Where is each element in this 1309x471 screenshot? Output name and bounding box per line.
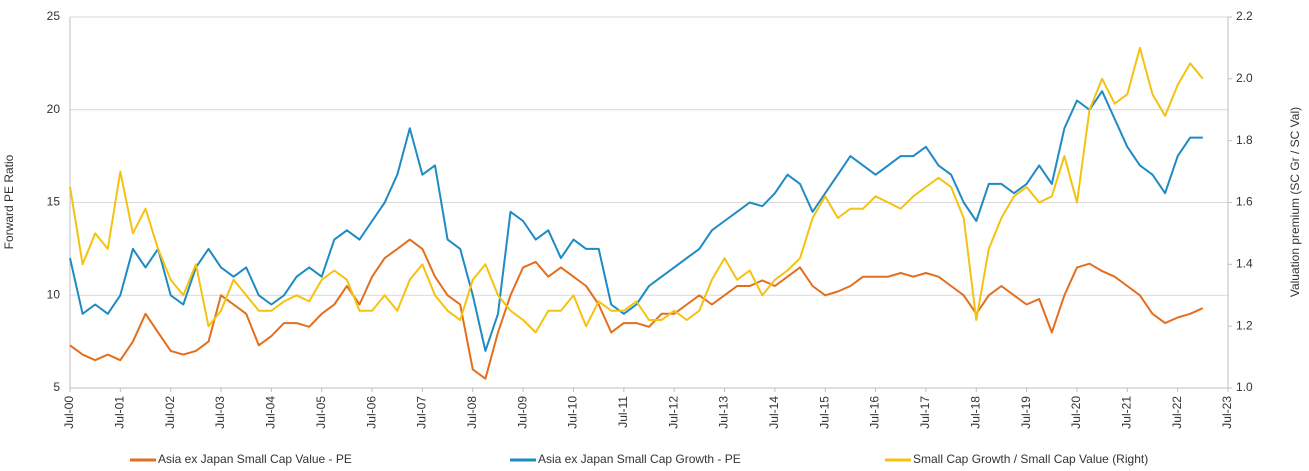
- y-tick-label: 5: [53, 380, 60, 394]
- series-line: [69, 238, 1204, 380]
- x-tick-label: Jul-14: [767, 396, 781, 429]
- y2-tick-label: 1.2: [1236, 318, 1253, 332]
- x-tick-label: Jul-02: [163, 396, 177, 429]
- y2-tick-label: 1.0: [1236, 380, 1253, 394]
- y-tick-label: 15: [47, 195, 61, 209]
- y2-tick-label: 1.8: [1236, 133, 1253, 147]
- x-tick-label: Jul-11: [616, 396, 630, 428]
- x-tick-label: Jul-10: [566, 396, 580, 429]
- y2-tick-label: 2.2: [1236, 9, 1253, 23]
- series-line: [69, 46, 1204, 334]
- x-tick-label: Jul-17: [918, 396, 932, 429]
- legend-label: Asia ex Japan Small Cap Growth - PE: [538, 452, 741, 466]
- x-tick-label: Jul-04: [264, 396, 278, 429]
- x-tick-label: Jul-09: [515, 396, 529, 429]
- x-tick-label: Jul-06: [364, 396, 378, 429]
- x-tick-label: Jul-00: [62, 396, 76, 429]
- x-tick-label: Jul-08: [465, 396, 479, 429]
- x-tick-label: Jul-15: [817, 396, 831, 429]
- legend-label: Asia ex Japan Small Cap Value - PE: [158, 452, 352, 466]
- x-tick-label: Jul-01: [113, 396, 127, 429]
- y2-tick-label: 1.4: [1236, 257, 1253, 271]
- y-tick-label: 10: [47, 287, 61, 301]
- x-tick-label: Jul-22: [1170, 396, 1184, 429]
- y2-tick-label: 2.0: [1236, 71, 1253, 85]
- x-tick-label: Jul-05: [314, 396, 328, 429]
- x-tick-label: Jul-18: [968, 396, 982, 429]
- series-line: [69, 90, 1203, 352]
- x-tick-label: Jul-21: [1119, 396, 1133, 429]
- x-tick-label: Jul-12: [666, 396, 680, 429]
- y-tick-label: 25: [47, 9, 61, 23]
- y-tick-label: 20: [47, 102, 61, 116]
- x-tick-label: Jul-07: [415, 396, 429, 429]
- y-axis-label: Forward PE Ratio: [2, 154, 16, 249]
- y2-axis-label: Valuation premium (SC Gr / SC Val): [1288, 107, 1302, 297]
- x-tick-label: Jul-19: [1019, 396, 1033, 429]
- x-tick-label: Jul-13: [717, 396, 731, 429]
- x-tick-label: Jul-03: [213, 396, 227, 429]
- legend-label: Small Cap Growth / Small Cap Value (Righ…: [913, 452, 1148, 466]
- x-tick-label: Jul-16: [868, 396, 882, 429]
- x-tick-label: Jul-20: [1069, 396, 1083, 429]
- y2-tick-label: 1.6: [1236, 195, 1253, 209]
- x-tick-label: Jul-23: [1220, 396, 1234, 429]
